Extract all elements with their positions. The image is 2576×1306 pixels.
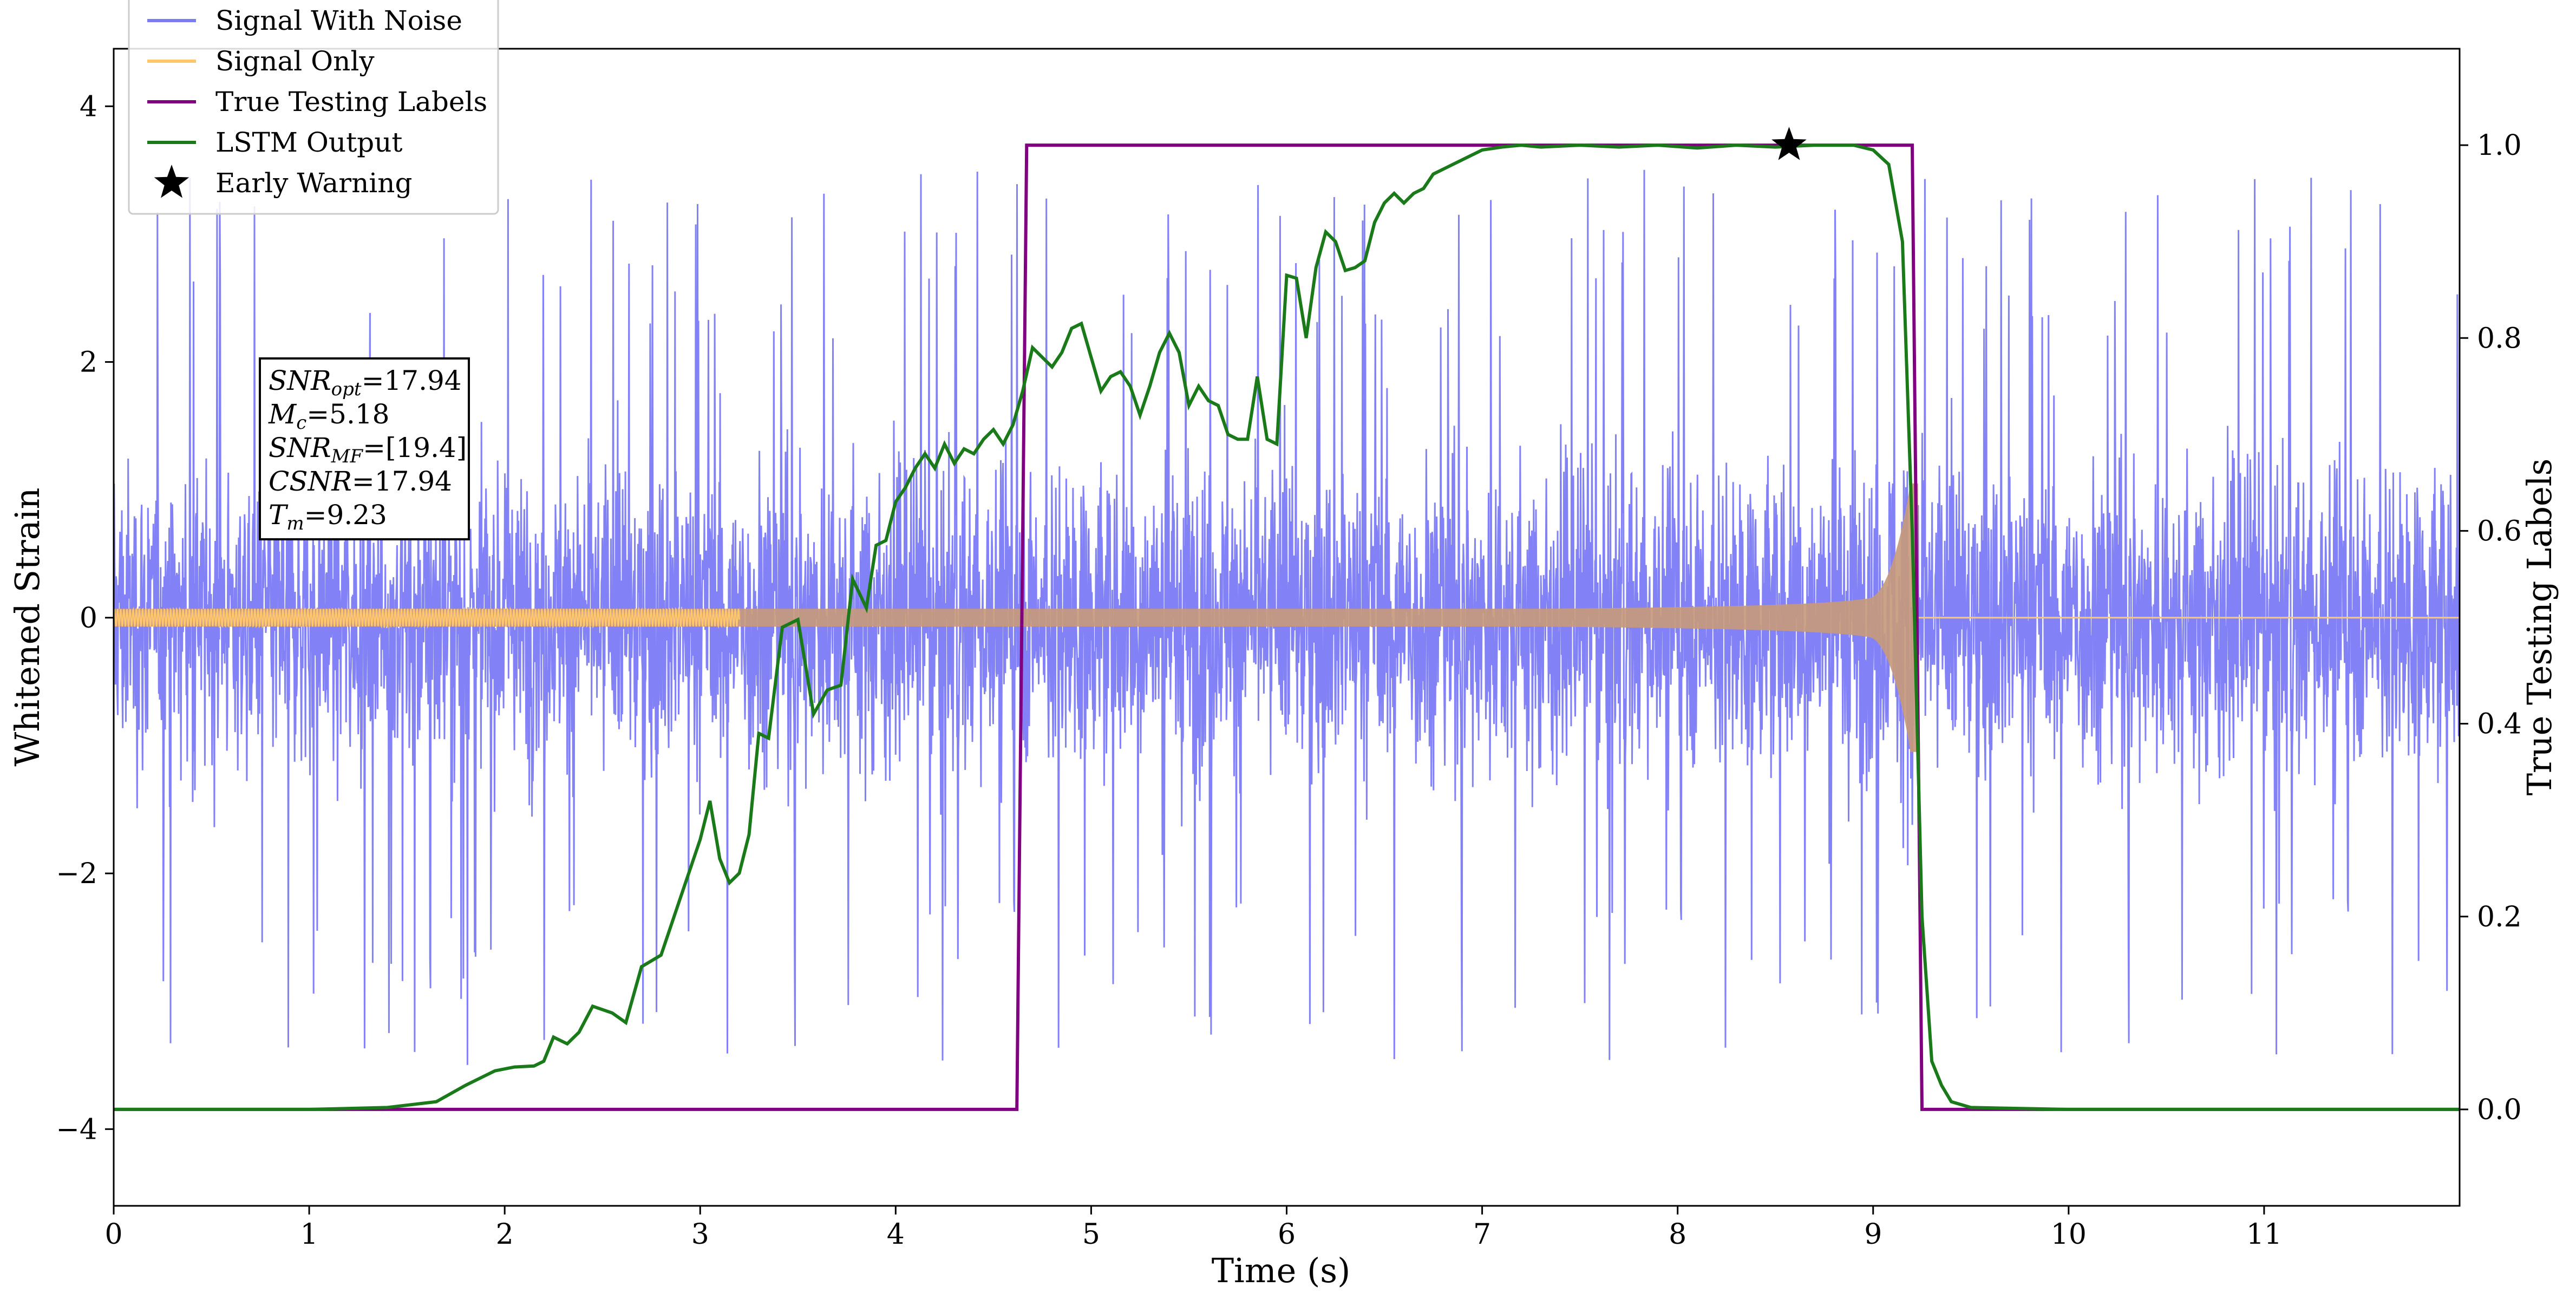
x-tick-label: 7 — [1473, 1218, 1491, 1251]
stats-symbol: CSNR — [269, 466, 352, 497]
plot-area — [114, 127, 2460, 1111]
stats-value: =5.18 — [306, 399, 389, 430]
y-right-tick-label: 0.6 — [2477, 515, 2522, 547]
x-tick-label: 8 — [1669, 1218, 1686, 1251]
stats-annotation-line: Tm=9.23 — [269, 499, 387, 534]
legend: Signal With Noise Signal Only True Testing… — [128, 0, 499, 215]
x-tick-label: 9 — [1864, 1218, 1882, 1251]
y-left-tick-label: −2 — [56, 858, 97, 890]
x-tick-label: 1 — [300, 1218, 318, 1251]
stats-symbol: SNR — [269, 432, 331, 463]
stats-value: =9.23 — [304, 499, 387, 531]
x-tick-label: 4 — [887, 1218, 905, 1251]
y-right-tick-label: 0.8 — [2477, 322, 2522, 355]
stats-symbol: SNR — [269, 365, 331, 396]
stats-subscript: MF — [331, 446, 364, 467]
legend-entry-label: Early Warning — [215, 167, 413, 199]
legend-entry-label: True Testing Labels — [215, 86, 487, 117]
series-signal-only-envelope — [114, 483, 1918, 752]
y-axis-left-label: Whitened Strain — [8, 488, 47, 767]
stats-symbol: T — [269, 499, 289, 531]
legend-entry-label: LSTM Output — [215, 127, 402, 158]
stats-annotation-line: Mc=5.18 — [268, 399, 389, 434]
x-tick-label: 10 — [2051, 1218, 2087, 1251]
series-lstm-output — [114, 143, 2460, 1111]
y-left-tick-label: 2 — [80, 347, 97, 379]
stats-annotation-line: CSNR=17.94 — [269, 466, 452, 497]
y-left-tick-label: 4 — [80, 90, 97, 123]
x-tick-label: 6 — [1278, 1218, 1296, 1251]
stats-value: =17.94 — [362, 365, 462, 396]
stats-value: =17.94 — [352, 466, 452, 497]
x-tick-label: 2 — [496, 1218, 514, 1251]
plot-clip-group — [114, 143, 2460, 1111]
x-tick-label: 0 — [104, 1218, 122, 1251]
x-axis-label: Time (s) — [1212, 1251, 1351, 1290]
stats-annotation-frame — [259, 357, 470, 540]
stats-subscript: m — [286, 513, 304, 534]
x-tick-label: 3 — [691, 1218, 709, 1251]
stats-annotation-line: SNRMF=[19.4] — [269, 432, 467, 467]
stats-annotation-line: SNRopt=17.94 — [269, 365, 462, 400]
early-warning-star-marker — [1771, 127, 1807, 160]
axis-ticks: 0 1 2 3 4 5 6 7 8 9 10 11 −4 −2 0 2 4 0.0 0.2 0.4 0.6 0.8 1.0 — [56, 90, 2521, 1251]
legend-frame — [128, 0, 499, 215]
x-tick-label: 5 — [1082, 1218, 1100, 1251]
y-left-tick-label: −4 — [56, 1113, 97, 1146]
stats-subscript: c — [296, 412, 306, 434]
stats-annotation-box: SNRopt=17.94Mc=5.18SNRMF=[19.4]CSNR=17.9… — [259, 357, 470, 540]
legend-swatch-star — [154, 165, 189, 198]
stats-value: =[19.4] — [363, 432, 467, 463]
y-left-tick-label: 0 — [80, 602, 97, 635]
stats-subscript: opt — [331, 378, 362, 400]
y-right-tick-label: 0.2 — [2477, 901, 2522, 933]
y-axis-right-label: True Testing Labels — [2520, 459, 2559, 796]
x-tick-label: 11 — [2246, 1218, 2282, 1251]
legend-entry-label: Signal With Noise — [215, 5, 462, 36]
stats-symbol: M — [268, 399, 297, 430]
legend-entry-label: Signal Only — [215, 45, 375, 77]
series-signal-only — [114, 606, 740, 629]
series-signal-with-noise — [114, 169, 2460, 1065]
y-right-tick-label: 1.0 — [2477, 129, 2522, 162]
y-right-tick-label: 0.0 — [2477, 1094, 2522, 1126]
y-right-tick-label: 0.4 — [2477, 708, 2522, 741]
